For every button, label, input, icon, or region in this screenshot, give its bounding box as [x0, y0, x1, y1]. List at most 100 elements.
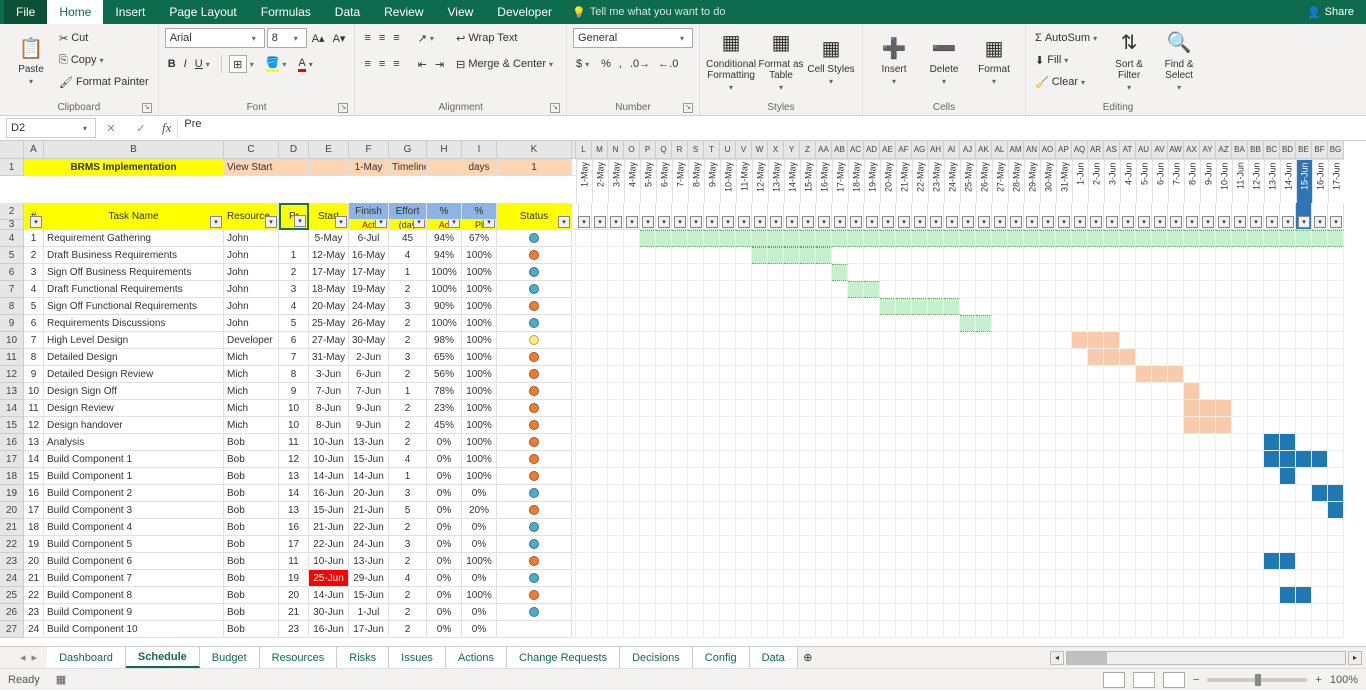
cell-num-15[interactable]: 12	[24, 417, 44, 434]
gantt-25-25[interactable]	[976, 587, 992, 604]
gantt-4-24[interactable]	[960, 230, 976, 247]
gantt-14-23[interactable]	[944, 400, 960, 417]
cell-eff-23[interactable]: 2	[389, 553, 427, 570]
col-header-L[interactable]: L	[576, 141, 592, 159]
cell-res-19[interactable]: Bob	[224, 485, 279, 502]
gantt-19-6[interactable]	[672, 485, 688, 502]
gantt-14-0[interactable]	[576, 400, 592, 417]
gantt-6-7[interactable]	[688, 264, 704, 281]
gantt-11-8[interactable]	[704, 349, 720, 366]
sort-filter-button[interactable]: ⇅Sort & Filter▾	[1104, 26, 1154, 94]
cell-num-11[interactable]: 8	[24, 349, 44, 366]
gantt-15-41[interactable]	[1232, 417, 1248, 434]
gantt-14-38[interactable]	[1184, 400, 1200, 417]
gantt-6-10[interactable]	[736, 264, 752, 281]
enter-icon[interactable]: ✓	[136, 122, 145, 135]
gantt-8-33[interactable]	[1104, 298, 1120, 315]
gantt-26-3[interactable]	[624, 604, 640, 621]
gantt-9-10[interactable]	[736, 315, 752, 332]
gantt-22-11[interactable]	[752, 536, 768, 553]
gantt-7-10[interactable]	[736, 281, 752, 298]
gantt-filter-19[interactable]: ▾	[880, 203, 896, 230]
filter-arrow-icon[interactable]: ▾	[866, 216, 878, 228]
gantt-8-46[interactable]	[1312, 298, 1328, 315]
gantt-filter-46[interactable]: ▾	[1312, 203, 1328, 230]
gantt-19-35[interactable]	[1136, 485, 1152, 502]
filter-arrow-icon[interactable]: ▾	[786, 216, 798, 228]
gantt-18-33[interactable]	[1104, 468, 1120, 485]
gantt-24-21[interactable]	[912, 570, 928, 587]
gantt-26-28[interactable]	[1024, 604, 1040, 621]
gantt-22-46[interactable]	[1312, 536, 1328, 553]
cell-p2-12[interactable]: 100%	[462, 366, 497, 383]
cell-res-17[interactable]: Bob	[224, 451, 279, 468]
gantt-12-6[interactable]	[672, 366, 688, 383]
gantt-15-37[interactable]	[1168, 417, 1184, 434]
gantt-filter-28[interactable]: ▾	[1024, 203, 1040, 230]
filter-arrow-icon[interactable]: ▾	[1234, 216, 1246, 228]
cell-status-10[interactable]	[497, 332, 572, 349]
gantt-10-31[interactable]	[1072, 332, 1088, 349]
filter-arrow-icon[interactable]: ▾	[1106, 216, 1118, 228]
gantt-6-18[interactable]	[864, 264, 880, 281]
gantt-filter-3[interactable]: ▾	[624, 203, 640, 230]
gantt-15-17[interactable]	[848, 417, 864, 434]
row-header-6[interactable]: 6	[0, 264, 24, 281]
gantt-7-5[interactable]	[656, 281, 672, 298]
gantt-filter-39[interactable]: ▾	[1200, 203, 1216, 230]
gantt-14-20[interactable]	[896, 400, 912, 417]
gantt-19-33[interactable]	[1104, 485, 1120, 502]
gantt-13-25[interactable]	[976, 383, 992, 400]
gantt-19-32[interactable]	[1088, 485, 1104, 502]
gantt-12-25[interactable]	[976, 366, 992, 383]
gantt-14-45[interactable]	[1296, 400, 1312, 417]
gantt-14-15[interactable]	[816, 400, 832, 417]
gantt-27-46[interactable]	[1312, 621, 1328, 638]
gantt-8-20[interactable]	[896, 298, 912, 315]
gantt-10-43[interactable]	[1264, 332, 1280, 349]
gantt-18-34[interactable]	[1120, 468, 1136, 485]
gantt-10-25[interactable]	[976, 332, 992, 349]
gantt-25-6[interactable]	[672, 587, 688, 604]
gantt-13-3[interactable]	[624, 383, 640, 400]
gantt-27-3[interactable]	[624, 621, 640, 638]
gantt-10-18[interactable]	[864, 332, 880, 349]
gantt-11-27[interactable]	[1008, 349, 1024, 366]
gantt-18-42[interactable]	[1248, 468, 1264, 485]
gantt-23-3[interactable]	[624, 553, 640, 570]
cell-p1-13[interactable]: 78%	[427, 383, 462, 400]
sheet-tab-resources[interactable]: Resources	[260, 647, 338, 668]
gantt-21-32[interactable]	[1088, 519, 1104, 536]
gantt-11-47[interactable]	[1328, 349, 1344, 366]
gantt-10-32[interactable]	[1088, 332, 1104, 349]
col-header-AH[interactable]: AH	[928, 141, 944, 159]
cell-p1-24[interactable]: 0%	[427, 570, 462, 587]
gantt-12-14[interactable]	[800, 366, 816, 383]
cell-res-7[interactable]: John	[224, 281, 279, 298]
gantt-17-0[interactable]	[576, 451, 592, 468]
gantt-5-22[interactable]	[928, 247, 944, 264]
gantt-27-4[interactable]	[640, 621, 656, 638]
gantt-7-9[interactable]	[720, 281, 736, 298]
gantt-9-18[interactable]	[864, 315, 880, 332]
cell-d-17[interactable]: 12	[279, 451, 309, 468]
gantt-22-1[interactable]	[592, 536, 608, 553]
gantt-13-15[interactable]	[816, 383, 832, 400]
cell-res-14[interactable]: Mich	[224, 400, 279, 417]
gantt-5-6[interactable]	[672, 247, 688, 264]
gantt-5-38[interactable]	[1184, 247, 1200, 264]
cell-eff-17[interactable]: 4	[389, 451, 427, 468]
gantt-27-7[interactable]	[688, 621, 704, 638]
gantt-15-14[interactable]	[800, 417, 816, 434]
col-header-BE[interactable]: BE	[1296, 141, 1312, 159]
gantt-11-3[interactable]	[624, 349, 640, 366]
gantt-11-45[interactable]	[1296, 349, 1312, 366]
gantt-8-28[interactable]	[1024, 298, 1040, 315]
cell-p2-18[interactable]: 100%	[462, 468, 497, 485]
cell-styles-button[interactable]: ▦Cell Styles▾	[806, 26, 856, 94]
cell-d-11[interactable]: 7	[279, 349, 309, 366]
cell-d-24[interactable]: 19	[279, 570, 309, 587]
gantt-27-30[interactable]	[1056, 621, 1072, 638]
cell-status-19[interactable]	[497, 485, 572, 502]
gantt-16-17[interactable]	[848, 434, 864, 451]
